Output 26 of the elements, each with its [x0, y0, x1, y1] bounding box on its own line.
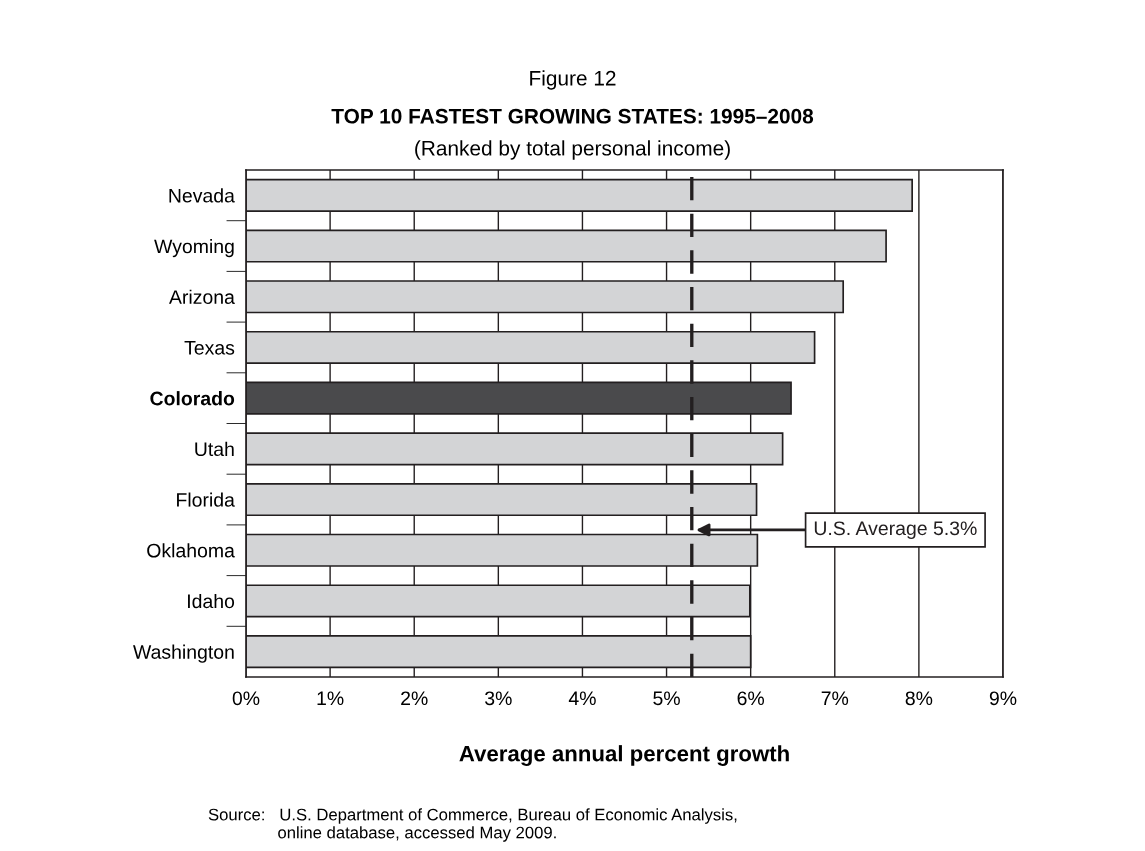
chart-subtitle: (Ranked by total personal income) [415, 140, 730, 160]
chart-title: TOP 10 FASTEST GROWING STATES: 1995–2008 [331, 108, 814, 124]
x-tick-label: 4% [568, 691, 596, 706]
y-tick-label: Nevada [169, 188, 235, 203]
source-note: Source: U.S. Department of Commerce, Bureau of Economic Analysis, online database, accessed May 2009. [208, 808, 737, 842]
y-tick-label: Idaho [188, 593, 235, 609]
x-tick-label: 0% [232, 691, 260, 706]
y-tick-label: Utah [195, 441, 234, 457]
y-tick-label: Oklahoma [147, 543, 235, 558]
y-tick-label: Colorado [150, 391, 235, 406]
x-tick-label: 8% [905, 691, 933, 706]
x-axis-title: Average annual percent growth [459, 745, 789, 766]
caption: Figure 12 [530, 70, 616, 90]
x-tick-label: 6% [737, 691, 765, 706]
ref-line-label: U.S. Average 5.3% [814, 521, 977, 540]
y-tick-label: Wyoming [154, 239, 234, 258]
y-tick-label: Florida [177, 492, 235, 507]
x-tick-label: 1% [317, 691, 344, 706]
x-tick-label: 7% [821, 691, 849, 706]
y-tick-label: Texas [184, 341, 235, 355]
x-tick-label: 5% [653, 691, 680, 706]
x-tick-label: 3% [485, 691, 512, 706]
y-tick-label: Washington [133, 644, 234, 663]
x-tick-label: 2% [401, 691, 428, 706]
x-tick-label: 9% [989, 691, 1017, 706]
y-tick-label: Arizona [169, 289, 235, 304]
